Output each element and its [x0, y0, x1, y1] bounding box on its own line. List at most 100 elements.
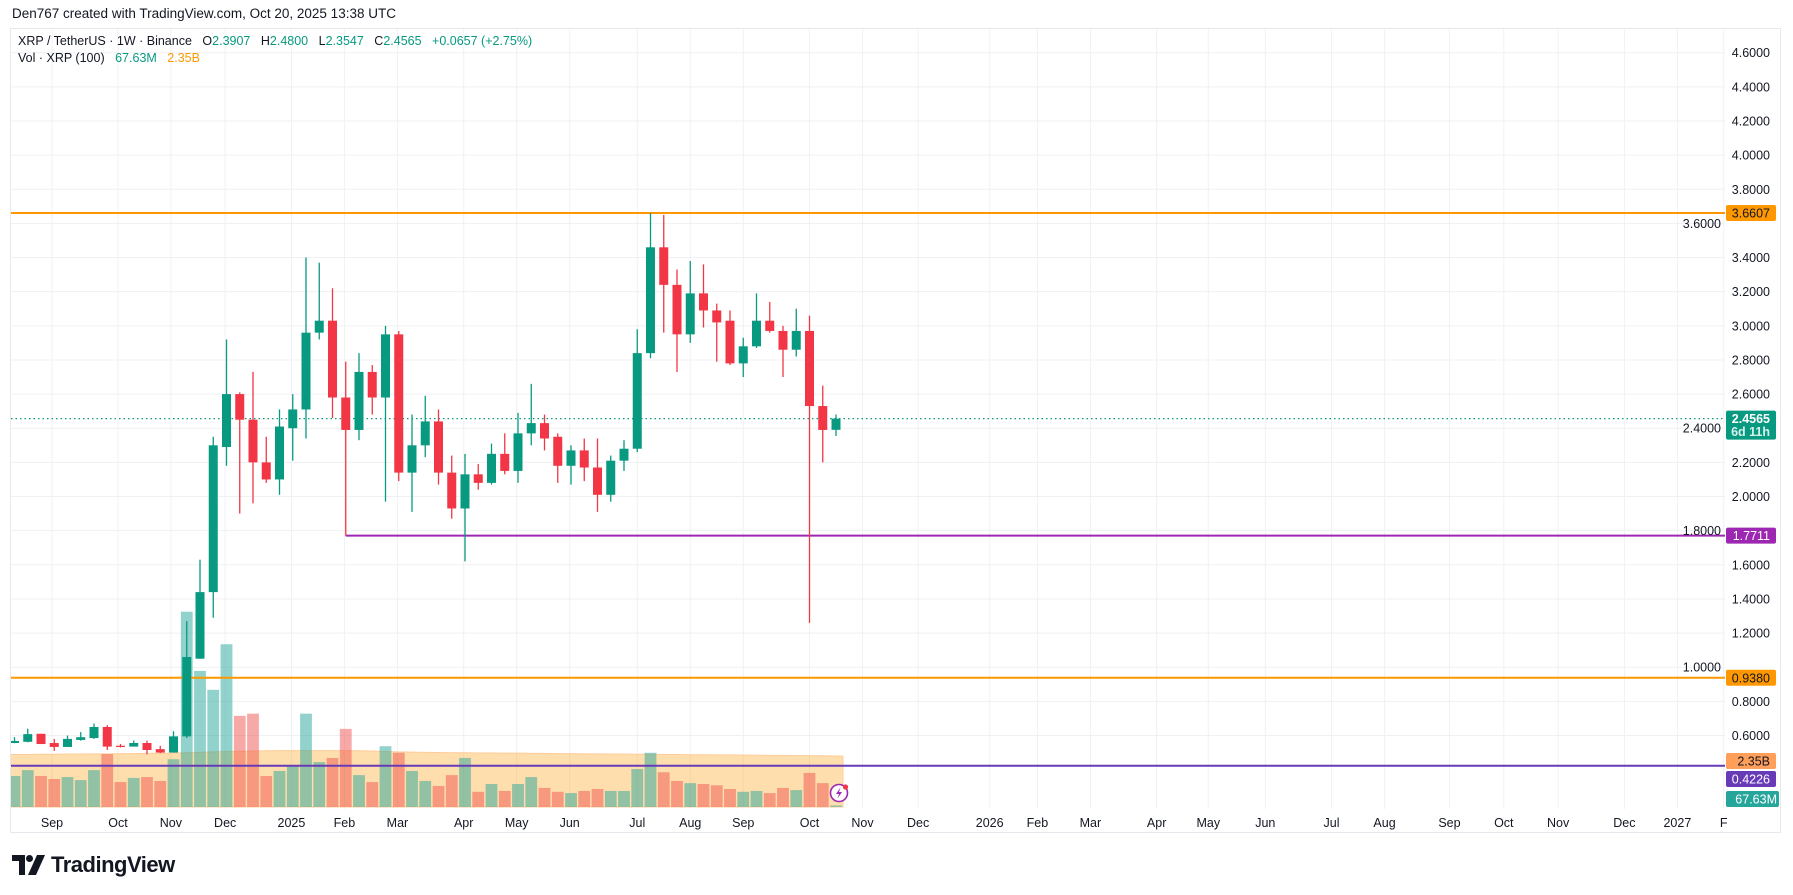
price-tick-label: 2.4000 — [1683, 422, 1721, 436]
price-tick-label: 0.8000 — [1732, 695, 1770, 709]
volume-bar — [260, 775, 273, 807]
horizontal-lines — [11, 212, 1725, 767]
symbol-title: XRP / TetherUS · 1W · Binance — [18, 34, 192, 48]
time-tick-label: Dec — [214, 816, 236, 830]
volume-bar — [88, 770, 100, 807]
close-label: C — [374, 34, 384, 48]
candle-body — [805, 330, 814, 407]
candle — [460, 453, 470, 562]
volume-bar — [406, 770, 418, 807]
candle-body — [593, 467, 602, 495]
candle — [407, 414, 417, 512]
volume-bar — [830, 805, 842, 807]
candle — [632, 329, 642, 453]
candle-body — [778, 330, 788, 350]
candle-body — [89, 726, 99, 739]
support-line-mid-badge: 1.7711 — [1726, 527, 1776, 544]
volume-bar — [498, 790, 511, 807]
symbol-legend[interactable]: XRP / TetherUS · 1W · Binance O2.3907 H2… — [18, 34, 532, 48]
candle-body — [831, 418, 841, 430]
volume-pane — [11, 611, 844, 808]
volume-bar — [644, 752, 657, 807]
price-axis[interactable]: 4.6000 4.4000 4.2000 4.0000 3.8000 3.6000 3.40… — [1683, 46, 1770, 743]
volume-bar — [207, 689, 220, 807]
time-tick-label: Apr — [454, 816, 473, 830]
candle-body — [381, 334, 390, 398]
candle — [646, 213, 655, 359]
candle-body — [367, 371, 377, 398]
tradingview-logo[interactable]: TradingView — [12, 852, 175, 878]
candle — [195, 559, 205, 659]
candle-body — [63, 738, 72, 747]
candle-body — [473, 474, 483, 483]
candle-body — [553, 436, 563, 466]
volume-bar — [790, 790, 803, 807]
candle — [672, 269, 682, 372]
candle-body — [222, 394, 231, 448]
volume-bar — [578, 790, 591, 807]
candle — [367, 365, 377, 415]
volume-bar — [737, 791, 750, 807]
volume-legend[interactable]: Vol · XRP (100) 67.63M 2.35B — [18, 51, 200, 65]
candle — [341, 361, 351, 536]
time-tick-label: 2027 — [1663, 816, 1691, 830]
chart-attribution: Den767 created with TradingView.com, Oct… — [12, 6, 396, 21]
volume-bar — [114, 782, 127, 807]
time-axis[interactable]: Sep Oct Nov Dec 2025 Feb Mar Apr May Jun Jul Aug Sep… — [41, 816, 1728, 830]
tradingview-logo-icon — [12, 855, 45, 875]
candle — [818, 385, 828, 463]
volume-bar — [604, 790, 617, 807]
candle-body — [261, 462, 271, 480]
candle — [116, 744, 125, 748]
time-tick-label: Sep — [1438, 816, 1460, 830]
candle-body — [169, 736, 178, 753]
volume-bar — [538, 787, 551, 807]
support-line-mid-badge-label: 1.7711 — [1733, 529, 1770, 543]
vol-ma-badge: 2.35B — [1726, 753, 1776, 769]
candle — [248, 371, 258, 504]
candle-body — [579, 450, 589, 468]
candle-body — [208, 445, 218, 593]
tradingview-logo-text: TradingView — [51, 852, 175, 877]
price-tick-label: 4.2000 — [1732, 114, 1770, 128]
volume-bar — [154, 780, 167, 807]
candle — [619, 440, 629, 471]
lightning-alert-icon[interactable] — [829, 783, 849, 803]
candle-body — [791, 330, 801, 350]
price-tick-label: 1.2000 — [1732, 627, 1770, 641]
candle-body — [142, 743, 152, 751]
open-value: 2.3907 — [212, 34, 251, 48]
volume-bar — [326, 757, 339, 807]
candle — [553, 433, 563, 483]
candle — [725, 310, 735, 366]
candle — [261, 436, 271, 483]
last-price-label: 2.4565 — [1732, 412, 1770, 426]
candle — [473, 464, 483, 490]
volume-bar — [313, 762, 326, 807]
volume-bar — [816, 783, 829, 807]
time-tick-label: Feb — [334, 816, 356, 830]
support-line-low-badge: 0.4226 — [1726, 771, 1776, 787]
candle-body — [248, 419, 258, 463]
volume-bar — [657, 772, 670, 807]
volume-bar — [61, 777, 74, 807]
candle-body — [646, 247, 655, 354]
volume-bar — [35, 775, 47, 807]
volume-bar — [432, 785, 445, 807]
candle-body — [434, 421, 443, 473]
candle-body — [500, 453, 510, 471]
volume-bar — [459, 757, 471, 807]
candle-body — [526, 423, 536, 434]
volume-bar — [631, 769, 644, 807]
volume-bar — [300, 713, 312, 807]
candle-body — [155, 749, 165, 753]
candle-body — [712, 310, 722, 323]
time-tick-label: Aug — [1373, 816, 1395, 830]
candle — [76, 732, 86, 741]
volume-bar — [194, 670, 206, 807]
support-line-orange-badge: 0.9380 — [1726, 669, 1776, 686]
volume-bar — [21, 770, 34, 807]
